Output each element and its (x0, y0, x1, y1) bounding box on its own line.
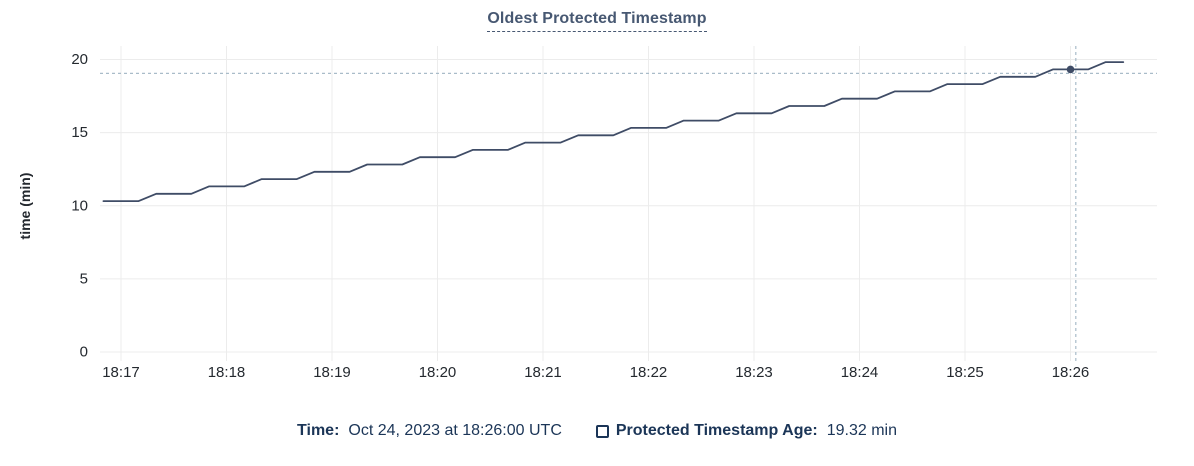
y-tick-label: 5 (80, 270, 88, 287)
legend-series-value: 19.32 min (826, 422, 897, 439)
y-tick-label: 10 (71, 197, 88, 214)
chart-title[interactable]: Oldest Protected Timestamp (487, 10, 707, 32)
legend-series-group: Protected Timestamp Age: 19.32 min (595, 418, 897, 444)
chart-legend: Time: Oct 24, 2023 at 18:26:00 UTC Prote… (0, 418, 1194, 444)
legend-time-value: Oct 24, 2023 at 18:26:00 UTC (348, 422, 562, 439)
x-tick-label: 18:25 (946, 364, 984, 381)
x-tick-label: 18:19 (313, 364, 351, 381)
y-axis-title: time (min) (17, 173, 33, 240)
legend-time-label: Time: (297, 422, 340, 439)
series-toggle-checkbox[interactable] (595, 424, 609, 438)
x-tick-label: 18:18 (208, 364, 246, 381)
legend-series-label: Protected Timestamp Age: (615, 422, 818, 439)
y-tick-label: 15 (71, 124, 88, 141)
x-tick-label: 18:26 (1052, 364, 1090, 381)
y-tick-label: 0 (80, 344, 88, 361)
x-tick-label: 18:24 (841, 364, 879, 381)
x-tick-label: 18:20 (419, 364, 457, 381)
chart-title-row: Oldest Protected Timestamp (0, 10, 1194, 32)
series-line (102, 61, 1125, 202)
x-tick-label: 18:17 (102, 364, 140, 381)
line-chart-plot-area[interactable]: 0 5 10 15 20 18:17 18:18 18:19 18:20 18:21 18:22 18… (0, 0, 1194, 400)
x-tick-label: 18:22 (630, 364, 668, 381)
x-tick-label: 18:23 (735, 364, 773, 381)
hover-point-dot (1066, 65, 1075, 74)
y-tick-label: 20 (71, 51, 88, 68)
x-tick-label: 18:21 (524, 364, 562, 381)
legend-time-group: Time: Oct 24, 2023 at 18:26:00 UTC (297, 418, 562, 444)
